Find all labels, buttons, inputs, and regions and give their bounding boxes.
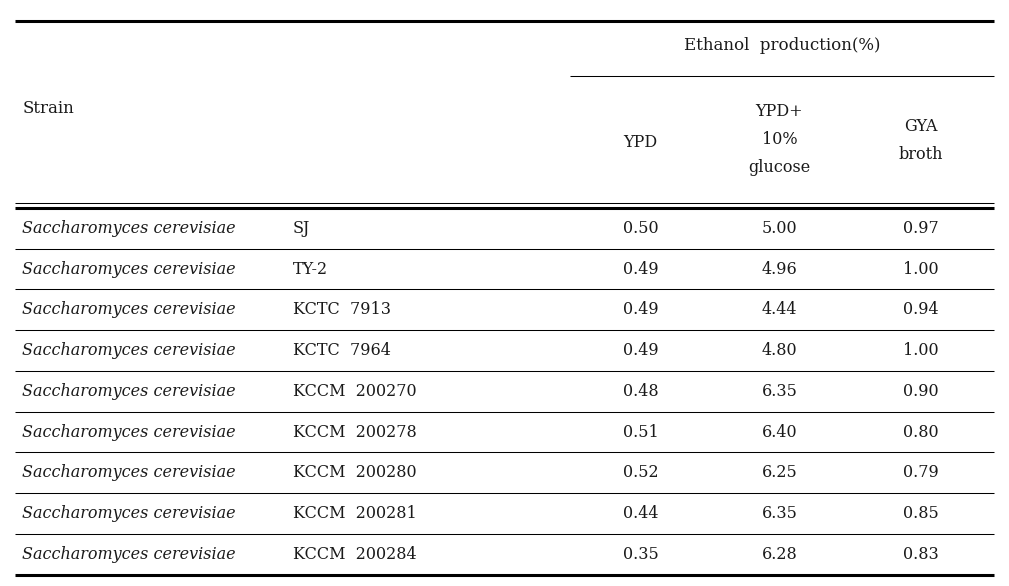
Text: broth: broth: [898, 146, 943, 163]
Text: 6.35: 6.35: [762, 383, 797, 400]
Text: 0.97: 0.97: [903, 220, 938, 237]
Text: SJ: SJ: [293, 220, 310, 237]
Text: Ethanol  production(%): Ethanol production(%): [684, 37, 880, 54]
Text: 6.35: 6.35: [762, 505, 797, 522]
Text: 0.44: 0.44: [623, 505, 659, 522]
Text: glucose: glucose: [749, 159, 810, 176]
Text: Saccharomyces cerevisiae: Saccharomyces cerevisiae: [22, 424, 236, 441]
Text: 1.00: 1.00: [903, 342, 938, 359]
Text: 6.40: 6.40: [762, 424, 797, 441]
Text: YPD+: YPD+: [756, 103, 803, 120]
Text: KCTC  7913: KCTC 7913: [293, 301, 390, 318]
Text: Saccharomyces cerevisiae: Saccharomyces cerevisiae: [22, 505, 236, 522]
Text: 0.80: 0.80: [903, 424, 938, 441]
Text: 0.49: 0.49: [623, 261, 659, 278]
Text: GYA: GYA: [904, 118, 937, 135]
Text: Saccharomyces cerevisiae: Saccharomyces cerevisiae: [22, 301, 236, 318]
Text: KCCM  200284: KCCM 200284: [293, 546, 417, 563]
Text: Strain: Strain: [22, 100, 74, 117]
Text: YPD: YPD: [624, 134, 658, 151]
Text: 0.50: 0.50: [623, 220, 659, 237]
Text: Saccharomyces cerevisiae: Saccharomyces cerevisiae: [22, 464, 236, 481]
Text: 0.48: 0.48: [623, 383, 659, 400]
Text: 0.49: 0.49: [623, 342, 659, 359]
Text: Saccharomyces cerevisiae: Saccharomyces cerevisiae: [22, 546, 236, 563]
Text: 6.28: 6.28: [762, 546, 797, 563]
Text: Saccharomyces cerevisiae: Saccharomyces cerevisiae: [22, 220, 236, 237]
Text: 1.00: 1.00: [903, 261, 938, 278]
Text: 0.51: 0.51: [623, 424, 659, 441]
Text: KCTC  7964: KCTC 7964: [293, 342, 390, 359]
Text: 0.49: 0.49: [623, 301, 659, 318]
Text: 10%: 10%: [762, 131, 797, 148]
Text: 0.94: 0.94: [903, 301, 938, 318]
Text: KCCM  200278: KCCM 200278: [293, 424, 417, 441]
Text: 0.90: 0.90: [903, 383, 938, 400]
Text: KCCM  200280: KCCM 200280: [293, 464, 417, 481]
Text: 0.52: 0.52: [623, 464, 659, 481]
Text: KCCM  200281: KCCM 200281: [293, 505, 417, 522]
Text: 6.25: 6.25: [762, 464, 797, 481]
Text: 0.83: 0.83: [903, 546, 938, 563]
Text: 0.79: 0.79: [903, 464, 938, 481]
Text: 4.96: 4.96: [762, 261, 797, 278]
Text: Saccharomyces cerevisiae: Saccharomyces cerevisiae: [22, 342, 236, 359]
Text: 0.85: 0.85: [903, 505, 938, 522]
Text: Saccharomyces cerevisiae: Saccharomyces cerevisiae: [22, 383, 236, 400]
Text: 0.35: 0.35: [623, 546, 659, 563]
Text: KCCM  200270: KCCM 200270: [293, 383, 417, 400]
Text: 4.80: 4.80: [762, 342, 797, 359]
Text: 4.44: 4.44: [762, 301, 797, 318]
Text: 5.00: 5.00: [762, 220, 797, 237]
Text: TY-2: TY-2: [293, 261, 328, 278]
Text: Saccharomyces cerevisiae: Saccharomyces cerevisiae: [22, 261, 236, 278]
